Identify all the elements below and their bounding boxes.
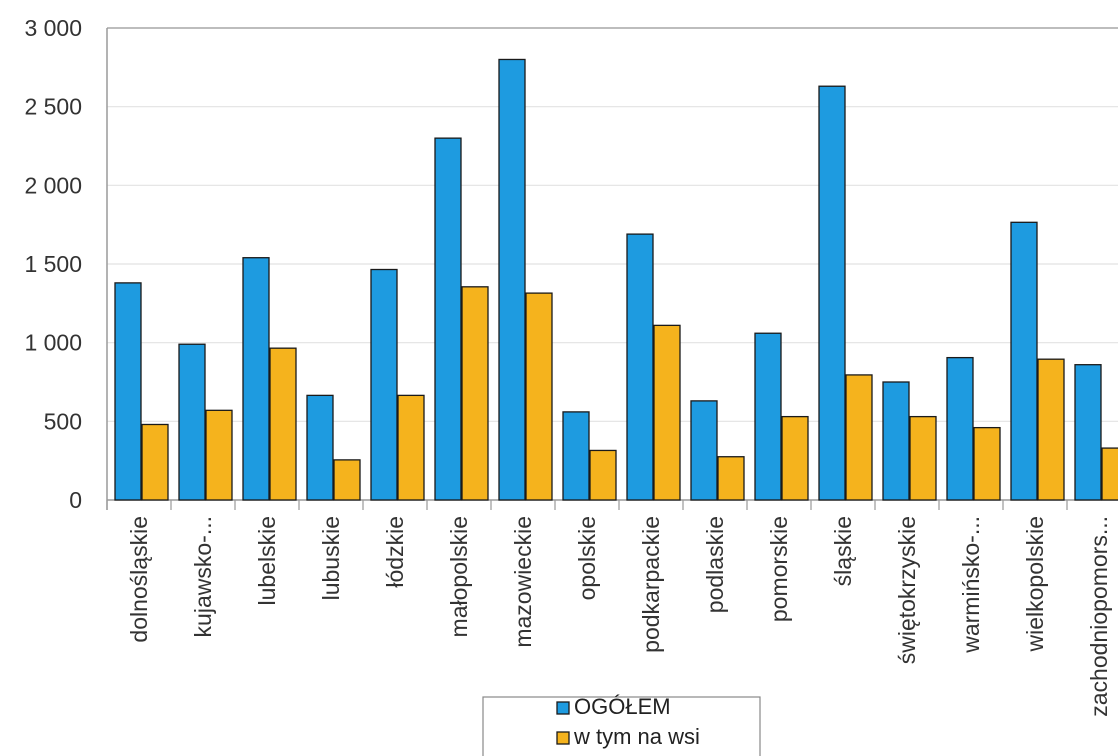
y-tick-label: 2 500	[24, 94, 82, 120]
bar-ogolem	[562, 411, 590, 501]
bar-ogolem	[1074, 364, 1102, 501]
category-label: śląskie	[830, 516, 856, 586]
bar-w-tym-na-wsi	[973, 426, 1001, 501]
y-tick-label: 1 000	[24, 330, 82, 356]
bar-w-tym-na-wsi	[589, 449, 617, 501]
bar-ogolem	[818, 85, 846, 501]
bar-w-tym-na-wsi	[1037, 358, 1065, 501]
y-tick-labels: 0 500 1 000 1 500 2 000 2 500 3 000	[24, 15, 82, 513]
bar-ogolem	[1010, 221, 1038, 501]
category-label: zachodniopomors...	[1086, 516, 1112, 717]
bar-w-tym-na-wsi	[1101, 447, 1118, 501]
bar-ogolem	[434, 137, 462, 501]
legend-label: OGÓŁEM	[574, 694, 671, 719]
category-label: podkarpackie	[638, 516, 664, 653]
category-label: dolnośląskie	[126, 516, 152, 643]
category-label: świętokrzyskie	[894, 516, 920, 664]
bar-ogolem	[242, 257, 270, 501]
y-tick-label: 2 000	[24, 172, 82, 198]
category-label: kujawsko-...	[190, 516, 216, 637]
bar-ogolem	[114, 282, 142, 501]
bar-w-tym-na-wsi	[269, 347, 297, 501]
bar-w-tym-na-wsi	[525, 292, 553, 501]
bar-w-tym-na-wsi	[397, 394, 425, 501]
legend-label: w tym na wsi	[573, 724, 700, 749]
bar-w-tym-na-wsi	[909, 415, 937, 501]
bar-w-tym-na-wsi	[333, 459, 361, 501]
y-tick-label: 0	[69, 487, 82, 513]
y-tick-label: 3 000	[24, 15, 82, 41]
bar-w-tym-na-wsi	[717, 456, 745, 501]
category-label: łódzkie	[382, 516, 408, 588]
bars	[114, 58, 1118, 501]
y-tick-label: 500	[44, 408, 82, 434]
bar-ogolem	[370, 268, 398, 501]
legend-box	[482, 696, 761, 756]
category-label: warmińsko-...	[958, 516, 984, 654]
bar-w-tym-na-wsi	[205, 409, 233, 501]
legend-swatch	[556, 701, 570, 715]
category-label: małopolskie	[446, 516, 472, 637]
bar-ogolem	[882, 381, 910, 501]
y-tick-label: 1 500	[24, 251, 82, 277]
category-label: lubelskie	[254, 516, 280, 606]
bar-w-tym-na-wsi	[461, 286, 489, 501]
category-label: podlaskie	[702, 516, 728, 613]
category-label: wielkopolskie	[1022, 516, 1048, 653]
grid-lines	[107, 27, 1118, 422]
bar-ogolem	[690, 400, 718, 501]
category-label: lubuskie	[318, 516, 344, 600]
legend: OGÓŁEM w tym na wsi	[482, 694, 761, 756]
bar-ogolem	[178, 343, 206, 501]
bar-ogolem	[306, 394, 334, 501]
bar-w-tym-na-wsi	[845, 374, 873, 501]
legend-swatch	[556, 731, 570, 745]
bar-ogolem	[626, 233, 654, 501]
category-label: mazowieckie	[510, 516, 536, 648]
bar-ogolem	[754, 332, 782, 501]
bar-w-tym-na-wsi	[653, 324, 681, 501]
category-labels: dolnośląskie kujawsko-... lubelskie lubuski…	[126, 516, 1112, 717]
bar-w-tym-na-wsi	[141, 423, 169, 501]
category-label: pomorskie	[766, 516, 792, 622]
bar-ogolem	[946, 356, 974, 501]
bar-w-tym-na-wsi	[781, 415, 809, 501]
bar-ogolem	[498, 58, 526, 501]
category-label: opolskie	[574, 516, 600, 600]
